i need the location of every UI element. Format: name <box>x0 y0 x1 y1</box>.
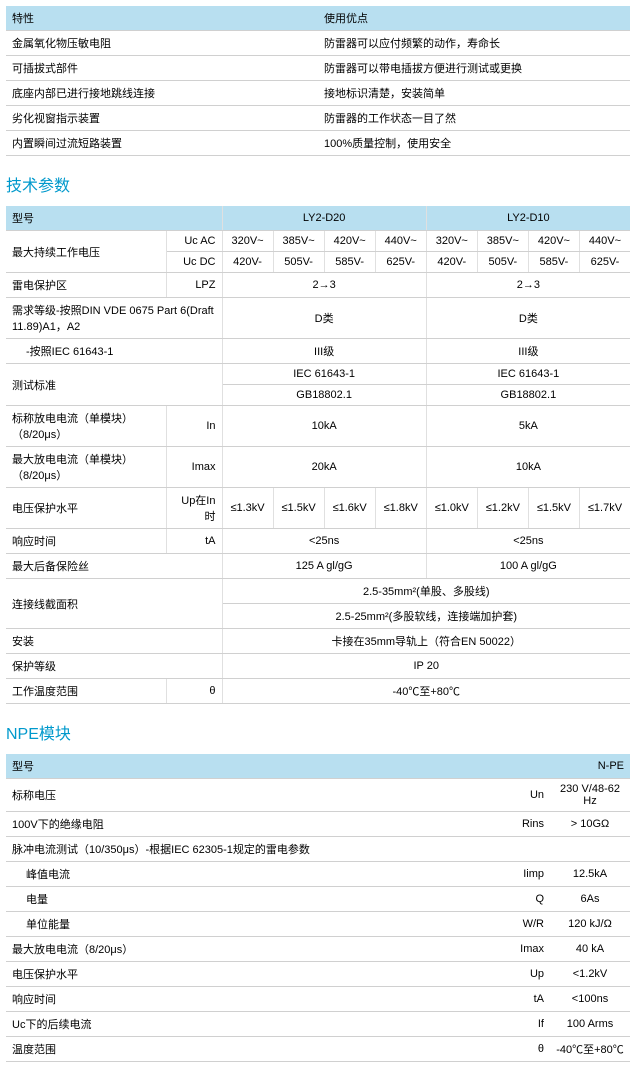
npe-label: 100V下的绝缘电阻 <box>6 812 470 837</box>
npe-table: 型号 N-PE 标称电压Un230 V/48-62 Hz100V下的绝缘电阻Ri… <box>6 754 630 1062</box>
npe-label: 标称电压 <box>6 779 470 812</box>
npe-val: 6As <box>550 887 630 912</box>
npe-label: 温度范围 <box>6 1037 470 1062</box>
npe-unit: Up <box>470 962 550 987</box>
npe-label: 单位能量 <box>6 912 470 937</box>
npe-val: 230 V/48-62 Hz <box>550 779 630 812</box>
max-volt-label: 最大持续工作电压 <box>6 231 166 273</box>
model-label: 型号 <box>6 206 222 231</box>
feature-cell: 100%质量控制，使用安全 <box>318 131 630 156</box>
npe-val: 120 kJ/Ω <box>550 912 630 937</box>
npe-unit: Rins <box>470 812 550 837</box>
npe-label: 电量 <box>6 887 470 912</box>
feature-cell: 防雷器可以带电插拔方便进行测试或更换 <box>318 56 630 81</box>
npe-unit: tA <box>470 987 550 1012</box>
features-table: 特性 使用优点 金属氧化物压敏电阻防雷器可以应付频繁的动作，寿命长可插拔式部件防… <box>6 6 630 156</box>
npe-unit: Q <box>470 887 550 912</box>
feature-cell: 防雷器的工作状态一目了然 <box>318 106 630 131</box>
feature-cell: 接地标识清楚，安装简单 <box>318 81 630 106</box>
feature-cell: 防雷器可以应付频繁的动作，寿命长 <box>318 31 630 56</box>
npe-unit: W/R <box>470 912 550 937</box>
npe-val: 100 Arms <box>550 1012 630 1037</box>
npe-val: 12.5kA <box>550 862 630 887</box>
model-d10: LY2-D10 <box>426 206 630 231</box>
uc-dc: Uc DC <box>166 252 222 273</box>
npe-label: Uc下的后续电流 <box>6 1012 470 1037</box>
specs-title: 技术参数 <box>6 172 630 196</box>
npe-unit: Imax <box>470 937 550 962</box>
npe-label: 最大放电电流（8/20μs） <box>6 937 470 962</box>
feature-cell: 劣化视窗指示装置 <box>6 106 318 131</box>
specs-table: 型号 LY2-D20 LY2-D10 最大持续工作电压 Uc AC 320V~ … <box>6 206 630 704</box>
feature-cell: 可插拔式部件 <box>6 56 318 81</box>
model-d20: LY2-D20 <box>222 206 426 231</box>
npe-unit: Un <box>470 779 550 812</box>
features-header-left: 特性 <box>6 6 318 31</box>
features-header-right: 使用优点 <box>318 6 630 31</box>
feature-cell: 底座内部已进行接地跳线连接 <box>6 81 318 106</box>
npe-label: 电压保护水平 <box>6 962 470 987</box>
npe-val: <1.2kV <box>550 962 630 987</box>
feature-cell: 内置瞬间过流短路装置 <box>6 131 318 156</box>
npe-unit: Iimp <box>470 862 550 887</box>
uc-ac: Uc AC <box>166 231 222 252</box>
npe-val: 40 kA <box>550 937 630 962</box>
npe-title: NPE模块 <box>6 720 630 744</box>
npe-label: 响应时间 <box>6 987 470 1012</box>
npe-unit: θ <box>470 1037 550 1062</box>
npe-val: -40℃至+80℃ <box>550 1037 630 1062</box>
npe-label: 峰值电流 <box>6 862 470 887</box>
npe-val: > 10GΩ <box>550 812 630 837</box>
npe-unit: If <box>470 1012 550 1037</box>
feature-cell: 金属氧化物压敏电阻 <box>6 31 318 56</box>
npe-val: <100ns <box>550 987 630 1012</box>
